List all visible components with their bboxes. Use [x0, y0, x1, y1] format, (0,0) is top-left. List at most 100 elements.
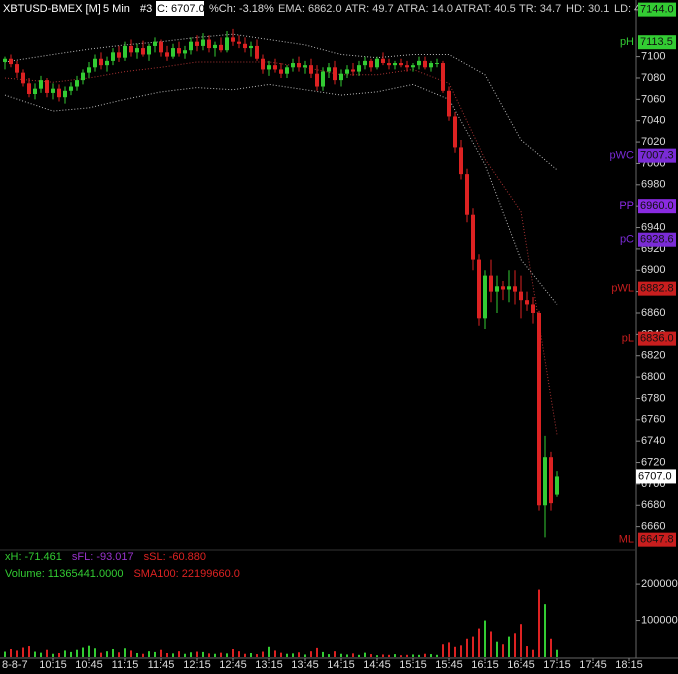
volume-bar	[472, 636, 474, 657]
volume-bar	[10, 648, 12, 657]
level-badge	[638, 35, 676, 50]
volume-bar	[280, 652, 282, 657]
candle-body	[315, 73, 319, 87]
volume-bar	[202, 651, 204, 657]
x-tick-label: 12:45	[219, 659, 247, 671]
band-line	[4, 83, 558, 305]
candle-body	[99, 58, 103, 66]
volume-bar	[136, 652, 138, 657]
candle-body	[177, 48, 181, 54]
volume-bar	[52, 653, 54, 657]
volume-bar	[4, 651, 6, 657]
candle-body	[261, 58, 265, 70]
candle-body	[441, 63, 445, 91]
x-tick-label: 11:15	[112, 659, 139, 671]
candle-body	[93, 58, 97, 68]
candle-body	[357, 65, 361, 72]
header-text: HD: 30.1	[566, 3, 609, 15]
candle-body	[225, 37, 229, 51]
y-tick-label: 6760	[641, 414, 665, 426]
level-value: 7007.3	[640, 150, 674, 162]
candle-body	[135, 48, 139, 53]
y-tick-label: 7040	[641, 115, 665, 127]
header-text: LD: 4	[614, 3, 640, 15]
volume-bar	[310, 651, 312, 657]
volume-bar	[232, 648, 234, 657]
volume-bar	[268, 646, 270, 657]
level-value: 7113.5	[640, 36, 673, 48]
candle-body	[219, 44, 223, 51]
volume-bar	[418, 654, 420, 657]
level-name: PP	[619, 200, 634, 212]
volume-bar	[532, 649, 534, 657]
candle-body	[45, 80, 49, 93]
candle-body	[495, 286, 499, 292]
candle-body	[537, 312, 541, 506]
volume-bar	[334, 651, 336, 657]
volume-bar	[226, 653, 228, 657]
last-price-badge	[636, 469, 676, 484]
volume-bar	[34, 651, 36, 657]
level-name: pH	[620, 36, 634, 48]
level-value: 6960.0	[640, 200, 674, 212]
y-tick-label: 6980	[641, 179, 665, 191]
band-line	[4, 33, 558, 171]
indicator-text: SMA100: 22199660.0	[133, 568, 239, 580]
level-name: pL	[622, 333, 634, 345]
volume-bar	[442, 644, 444, 657]
candle-body	[387, 63, 391, 66]
header-text: ATR: 49.7	[345, 3, 394, 15]
volume-bar	[466, 638, 468, 657]
y-tick-label: 6680	[641, 499, 665, 511]
candle-body	[333, 67, 337, 81]
volume-bar	[538, 589, 540, 657]
volume-bar	[214, 653, 216, 657]
volume-bar	[130, 650, 132, 657]
volume-bar	[454, 646, 456, 657]
x-tick-label: 14:15	[327, 659, 355, 671]
volume-bar	[112, 648, 114, 657]
volume-bar	[220, 652, 222, 657]
indicator-text: Volume: 11365441.0000	[5, 568, 123, 580]
candle-body	[171, 48, 175, 57]
candle-body	[33, 88, 37, 95]
candle-body	[201, 39, 205, 46]
date-label: 8-8-7	[2, 659, 28, 671]
candle-body	[153, 41, 157, 46]
x-tick-label: 10:15	[39, 659, 67, 671]
header-text: EMA: 6862.0	[278, 3, 342, 15]
x-tick-label: 13:15	[255, 659, 283, 671]
candle-body	[321, 71, 325, 87]
x-tick-label: 17:45	[579, 659, 607, 671]
volume-bar	[508, 636, 510, 657]
candle-body	[453, 116, 457, 148]
volume-bar	[520, 624, 522, 657]
volume-bar	[490, 631, 492, 657]
level-value: 6882.8	[640, 283, 674, 295]
volume-bar	[406, 654, 408, 657]
candle-body	[345, 69, 349, 74]
volume-bar	[94, 648, 96, 657]
volume-bar	[550, 638, 552, 657]
y-tick-label: 7080	[641, 72, 665, 84]
volume-bar	[478, 628, 480, 657]
candle-body	[237, 41, 241, 44]
volume-bar	[316, 647, 318, 657]
candle-body	[483, 275, 487, 319]
volume-bar	[394, 654, 396, 657]
volume-bar	[178, 651, 180, 657]
level-badge	[638, 2, 676, 17]
candle-body	[525, 300, 529, 305]
volume-bar	[208, 653, 210, 657]
volume-bar	[496, 641, 498, 657]
level-badge	[638, 148, 676, 163]
band-line	[4, 61, 558, 435]
candle-body	[477, 259, 481, 319]
volume-bar	[340, 653, 342, 657]
y-tick-label: 6860	[641, 307, 665, 319]
volume-bar	[544, 604, 546, 657]
candle-body	[303, 65, 307, 68]
volume-bar	[148, 651, 150, 657]
volume-bar	[328, 654, 330, 657]
candle-body	[21, 72, 25, 84]
